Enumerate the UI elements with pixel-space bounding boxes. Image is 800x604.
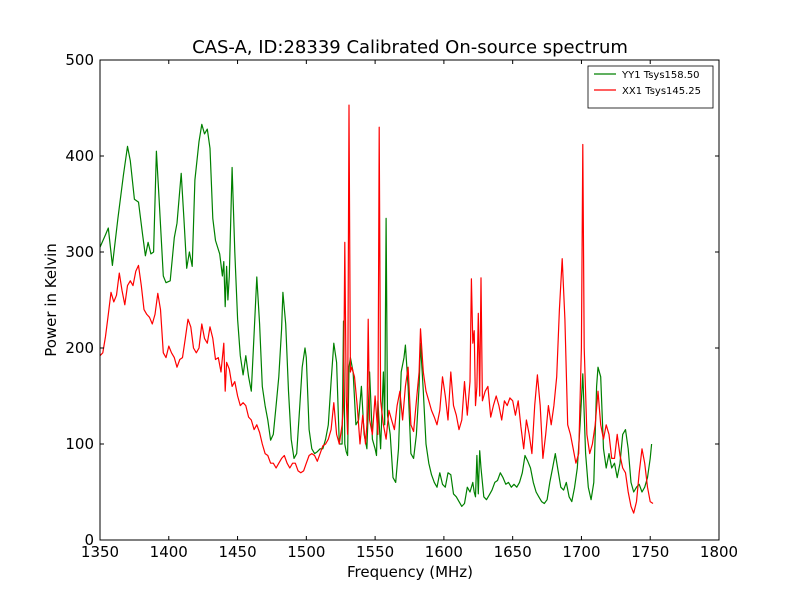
x-tick-label: 1600 bbox=[425, 543, 463, 561]
legend-entry: YY1 Tsys158.50 bbox=[621, 70, 700, 81]
legend-entry: XX1 Tsys145.25 bbox=[622, 86, 701, 97]
y-tick-label: 0 bbox=[84, 531, 94, 549]
x-tick-label: 1750 bbox=[631, 543, 669, 561]
x-tick-label: 1350 bbox=[81, 543, 119, 561]
y-axis-label: Power in Kelvin bbox=[42, 243, 60, 357]
y-tick-label: 500 bbox=[65, 51, 94, 69]
legend-box bbox=[587, 65, 714, 109]
series-line-1 bbox=[100, 123, 653, 507]
axes-frame bbox=[99, 59, 720, 541]
x-tick-label: 1500 bbox=[287, 543, 325, 561]
x-tick-label: 1550 bbox=[356, 543, 394, 561]
legend: YY1 Tsys158.50 XX1 Tsys145.25 bbox=[587, 65, 714, 109]
plot-area bbox=[100, 104, 654, 514]
y-tick-label: 300 bbox=[65, 243, 94, 261]
y-tick-label: 400 bbox=[65, 147, 94, 165]
x-tick-label: 1450 bbox=[218, 543, 256, 561]
x-tick-label: 1650 bbox=[494, 543, 532, 561]
x-tick-label: 1800 bbox=[700, 543, 738, 561]
series-line-2 bbox=[100, 104, 654, 514]
axes: 1350 1400 1450 1500 1550 1600 1650 1700 1750 1800… bbox=[65, 51, 738, 561]
x-axis-label: Frequency (MHz) bbox=[347, 563, 473, 581]
x-tick-label: 1400 bbox=[150, 543, 188, 561]
y-tick-label: 200 bbox=[65, 339, 94, 357]
y-tick-label: 100 bbox=[65, 435, 94, 453]
x-tick-label: 1700 bbox=[562, 543, 600, 561]
chart-title: CAS-A, ID:28339 Calibrated On-source spe… bbox=[192, 37, 628, 58]
